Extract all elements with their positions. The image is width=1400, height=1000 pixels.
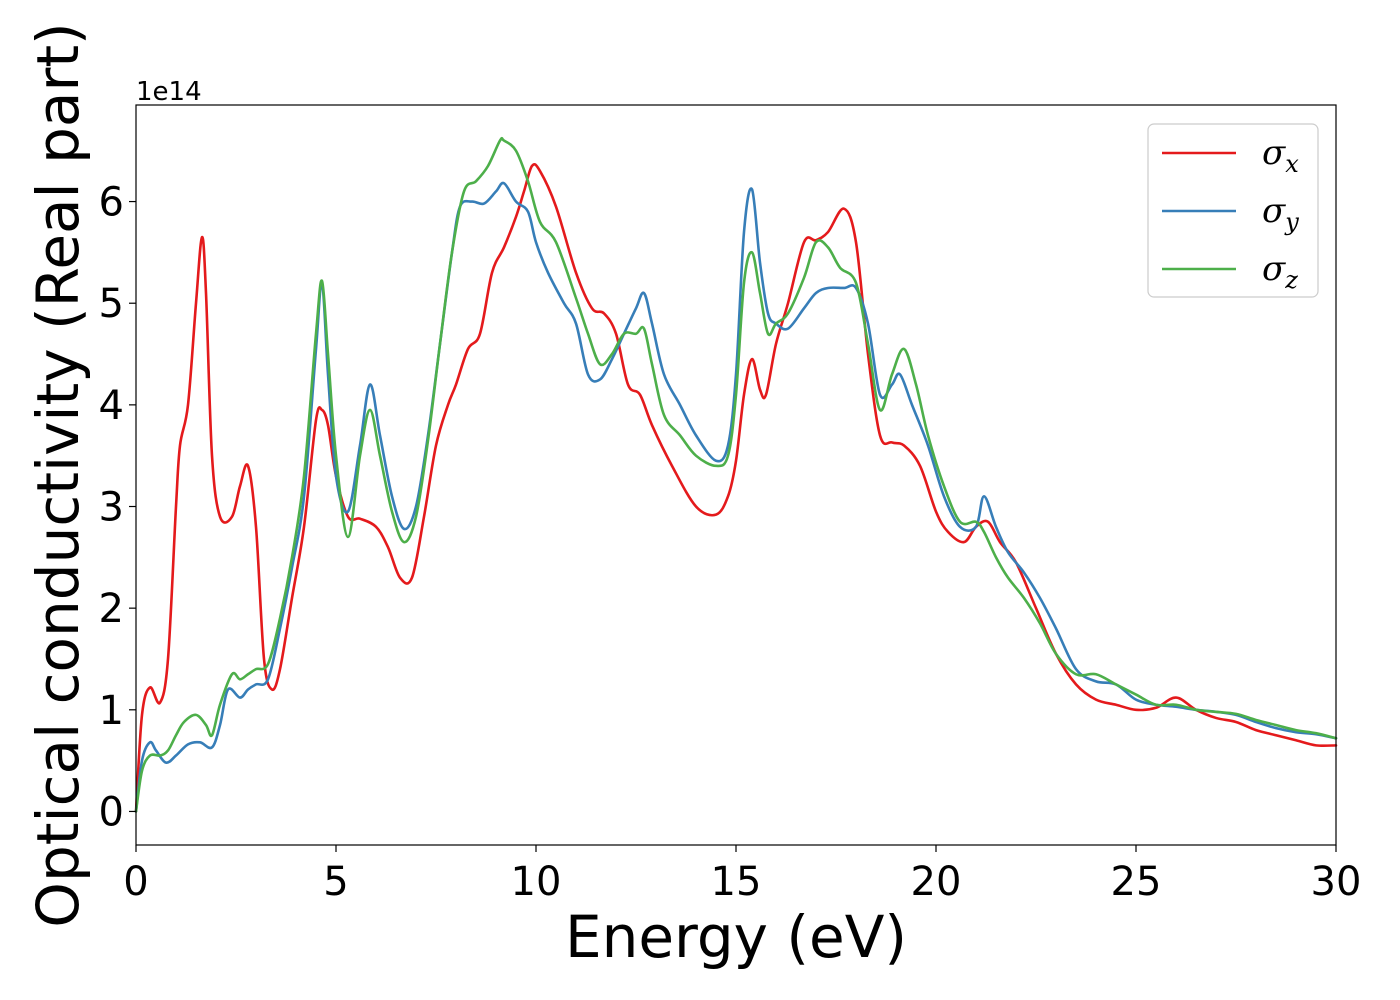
x-tick-label: 15 <box>711 859 762 905</box>
legend-subscript: z <box>1284 266 1298 294</box>
series-line-z <box>134 136 1338 813</box>
y-offset-label: 1e14 <box>136 77 202 107</box>
legend-label-y: σy <box>1262 191 1299 236</box>
legend-symbol: σ <box>1262 133 1286 173</box>
y-tick-label: 1 <box>99 688 124 734</box>
x-tick-label: 0 <box>123 859 148 905</box>
y-tick-label: 5 <box>99 281 124 327</box>
legend-label-x: σx <box>1262 133 1299 178</box>
series-line-y <box>134 181 1338 813</box>
series-layer <box>134 136 1338 813</box>
x-tick-label: 20 <box>911 859 962 905</box>
x-tick-label: 10 <box>511 859 562 905</box>
legend-subscript: x <box>1285 150 1299 178</box>
legend-label-z: σz <box>1262 249 1298 294</box>
y-tick-label: 0 <box>99 789 124 835</box>
legend-symbol: σ <box>1262 249 1286 289</box>
y-axis-label: Optical conductivity (Real part) <box>24 22 92 927</box>
y-axis-ticks: 0 1 2 3 4 5 6 <box>99 180 136 835</box>
y-tick-label: 3 <box>99 485 124 531</box>
y-tick-label: 2 <box>99 586 124 632</box>
x-axis-label: Energy (eV) <box>565 903 907 971</box>
y-tick-label: 4 <box>99 383 124 429</box>
legend-subscript: y <box>1284 208 1299 236</box>
x-axis-ticks: 0 5 10 15 20 25 30 <box>123 845 1361 905</box>
x-tick-label: 5 <box>323 859 348 905</box>
x-tick-label: 25 <box>1111 859 1162 905</box>
x-tick-label: 30 <box>1311 859 1362 905</box>
y-tick-label: 6 <box>99 180 124 226</box>
legend-symbol: σ <box>1262 191 1286 231</box>
